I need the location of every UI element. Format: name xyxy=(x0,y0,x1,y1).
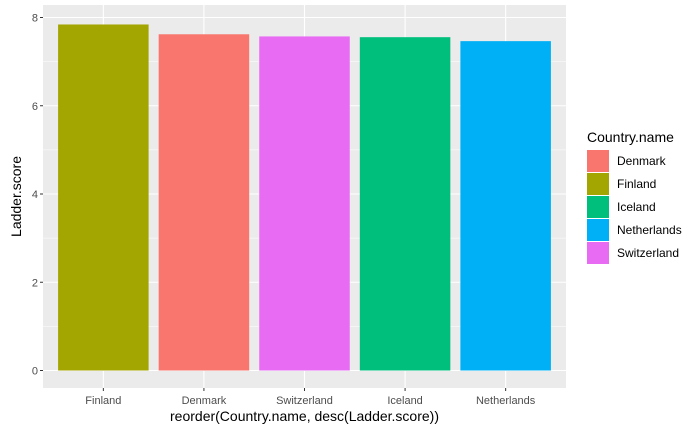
bar-netherlands xyxy=(460,41,551,371)
bars xyxy=(58,24,551,371)
legend-label-iceland: Iceland xyxy=(617,200,656,214)
legend-title: Country.name xyxy=(587,129,674,145)
bar-denmark xyxy=(158,34,250,371)
x-axis-title: reorder(Country.name, desc(Ladder.score)… xyxy=(170,408,439,424)
legend-key-finland xyxy=(587,173,609,195)
y-tick-label: 8 xyxy=(32,13,38,25)
legend-key-denmark xyxy=(587,150,609,172)
x-tick-label: Netherlands xyxy=(476,395,536,407)
x-tick-label: Iceland xyxy=(387,395,422,407)
legend-label-finland: Finland xyxy=(617,177,656,191)
y-axis-title: Ladder.score xyxy=(8,156,24,237)
bar-switzerland xyxy=(259,36,350,371)
legend-key-switzerland xyxy=(587,242,609,264)
y-tick-label: 2 xyxy=(32,277,38,289)
legend-key-netherlands xyxy=(587,219,609,241)
x-axis-ticks: Finland Denmark Switzerland Iceland Netherla… xyxy=(85,388,536,407)
y-tick-label: 6 xyxy=(32,101,38,113)
legend-label-netherlands: Netherlands xyxy=(617,223,682,237)
y-tick-label: 4 xyxy=(32,189,38,201)
legend: Country.name Denmark Finland Iceland Nether… xyxy=(587,129,682,264)
legend-key-iceland xyxy=(587,196,609,218)
x-tick-label: Finland xyxy=(85,395,121,407)
bar-finland xyxy=(58,24,149,371)
legend-label-switzerland: Switzerland xyxy=(617,246,679,260)
legend-label-denmark: Denmark xyxy=(617,154,667,168)
x-tick-label: Switzerland xyxy=(276,395,333,407)
y-tick-label: 0 xyxy=(32,366,38,378)
x-tick-label: Denmark xyxy=(182,395,227,407)
y-axis-ticks: 0 2 4 6 8 xyxy=(32,13,43,378)
bar-iceland xyxy=(359,37,451,371)
